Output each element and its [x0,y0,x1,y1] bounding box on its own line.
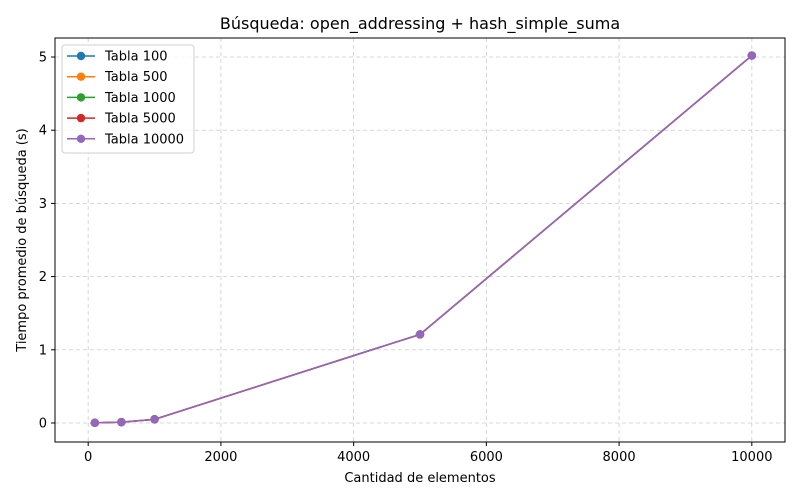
x-tick-label: 4000 [337,450,370,465]
x-tick-label: 8000 [603,450,636,465]
series-lines [90,51,757,428]
legend-item: Tabla 5000 [67,112,176,127]
y-tick-label: 2 [39,270,47,285]
legend-label: Tabla 10000 [104,132,184,147]
legend-label: Tabla 1000 [104,91,176,106]
legend-box [61,44,195,154]
data-point [150,415,159,424]
legend-marker [76,93,86,102]
legend-marker [76,51,86,61]
legend-item: Tabla 500 [67,70,168,85]
x-tick-label: 10000 [731,450,772,465]
legend-marker [76,113,86,123]
ticks: 0 2000 4000 6000 8000 10000 0 1 2 3 4 5 [39,51,773,465]
y-axis-label: Tiempo promedio de búsqueda (s) [15,128,30,352]
legend-marker [76,72,86,81]
y-tick-label: 1 [39,343,47,358]
legend-label: Tabla 100 [104,50,168,65]
x-axis-label: Cantidad de elementos [344,471,496,486]
chart-title: Búsqueda: open_addressing + hash_simple_… [220,14,620,34]
legend-marker [76,134,86,143]
x-tick-label: 2000 [204,450,237,465]
x-tick-label: 6000 [470,450,503,465]
data-point [90,418,100,428]
plot-frame [54,37,786,443]
legend-label: Tabla 5000 [104,112,176,127]
legend-item: Tabla 1000 [67,91,176,106]
data-point [117,417,126,427]
y-tick-label: 5 [39,51,47,66]
data-point [415,330,425,339]
legend-item: Tabla 100 [67,50,168,65]
legend-item: Tabla 10000 [67,132,184,147]
series-tabla-10000 [90,51,757,428]
y-tick-label: 0 [39,416,47,431]
legend: Tabla 100 Tabla 500 Tabla 1000 Tabla 5000 Ta… [61,44,195,154]
y-tick-label: 3 [39,197,47,212]
x-tick-label: 0 [84,450,92,465]
legend-label: Tabla 500 [104,70,168,85]
data-point [747,51,757,60]
y-tick-label: 4 [39,124,47,139]
